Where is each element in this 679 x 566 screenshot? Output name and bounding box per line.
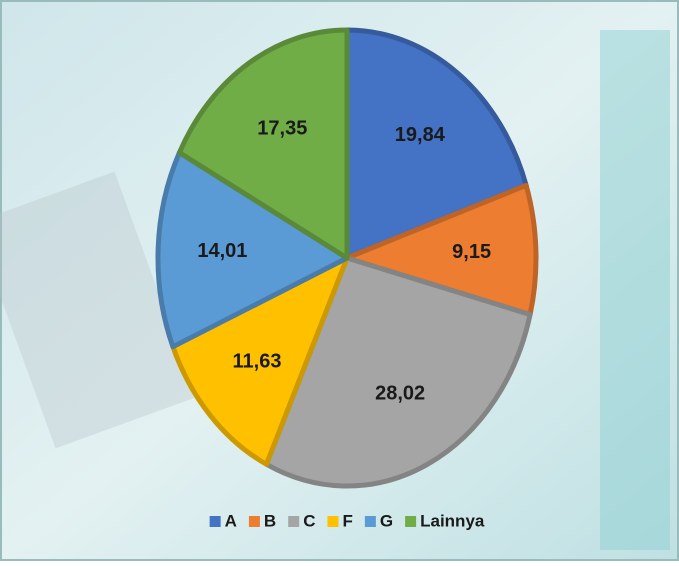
- data-label: 28,02: [375, 382, 425, 404]
- legend-swatch: [405, 516, 416, 527]
- legend-swatch: [288, 516, 299, 527]
- legend-swatch: [327, 516, 338, 527]
- legend-label: C: [303, 511, 315, 530]
- legend-label: F: [342, 511, 352, 530]
- chart: 19,84 9,15 28,02 11,63 14,01 17,35 A B C F G Lainn…: [0, 0, 679, 561]
- page: 19,84 9,15 28,02 11,63 14,01 17,35 A B C F G Lainn…: [0, 0, 679, 561]
- data-label: 9,15: [452, 241, 491, 263]
- data-label: 19,84: [395, 124, 446, 146]
- pie: 19,84 9,15 28,02 11,63 14,01 17,35: [158, 30, 536, 486]
- legend-label: A: [225, 511, 237, 530]
- legend-label: Lainnya: [420, 511, 485, 530]
- data-label: 14,01: [197, 240, 247, 262]
- data-label: 11,63: [233, 350, 282, 372]
- legend-label: G: [380, 511, 393, 530]
- legend-swatch: [210, 516, 221, 527]
- decoration: [600, 30, 670, 550]
- data-label: 17,35: [257, 118, 307, 140]
- legend-swatch: [365, 516, 376, 527]
- legend-swatch: [249, 516, 260, 527]
- legend-label: B: [264, 511, 276, 530]
